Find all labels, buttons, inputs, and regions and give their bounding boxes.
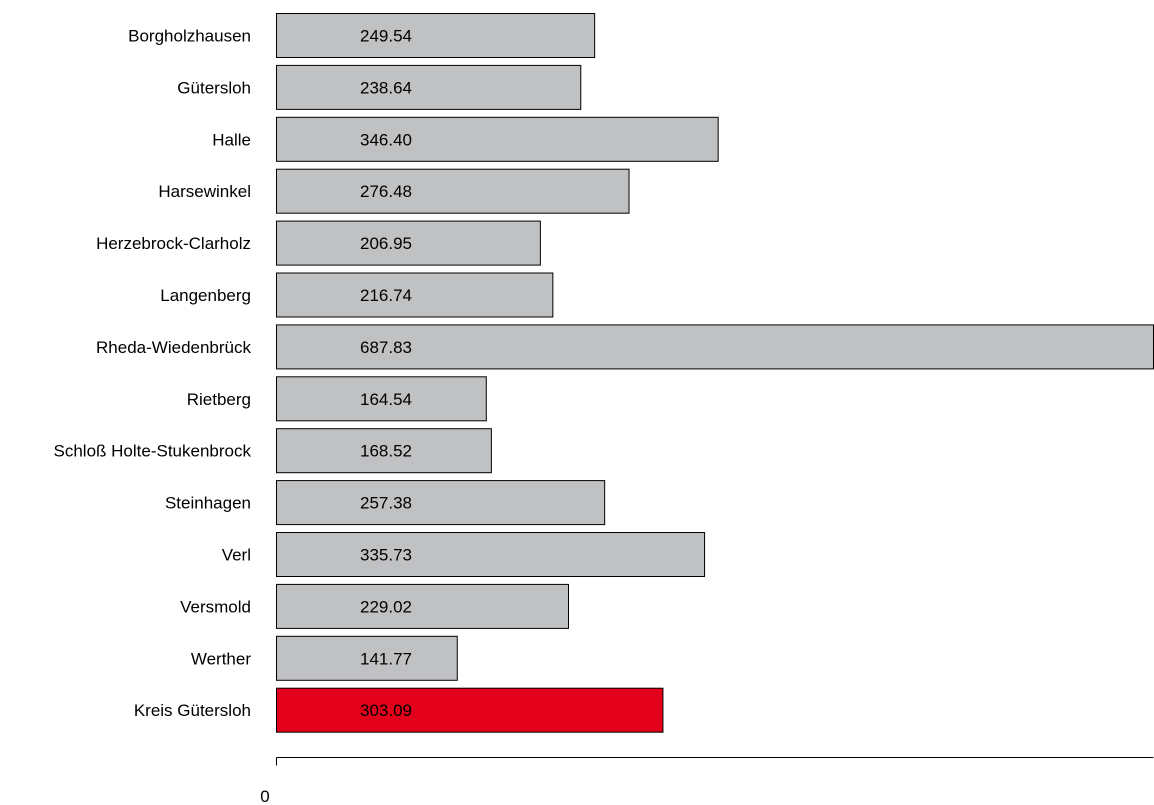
category-label: Werther [191,649,251,668]
value-label: 164.54 [360,390,412,409]
value-label: 229.02 [360,597,412,616]
value-label: 216.74 [360,286,412,305]
category-label: Borgholzhausen [128,27,251,46]
category-label: Herzebrock-Clarholz [96,234,251,253]
bar [276,64,582,110]
value-label: 257.38 [360,494,412,513]
value-label: 238.64 [360,78,412,97]
bar [276,272,554,318]
category-label: Kreis Gütersloh [134,701,251,720]
bar [276,480,606,526]
category-label: Schloß Holte-Stukenbrock [54,442,252,461]
category-label: Halle [212,130,251,149]
bar [276,532,706,577]
value-label: 141.77 [360,649,412,668]
category-label: Langenberg [160,286,251,305]
bar [276,324,1154,370]
bar [276,635,458,681]
value-label: 303.09 [360,701,412,720]
bar [276,687,664,733]
value-label: 276.48 [360,182,412,201]
value-label: 206.95 [360,234,412,253]
value-label: 687.83 [360,338,412,357]
value-label: 168.52 [360,442,412,461]
value-label: 249.54 [360,27,412,46]
value-label: 335.73 [360,546,412,565]
category-label: Verl [222,546,251,565]
category-label: Gütersloh [177,78,251,97]
category-label: Steinhagen [165,494,251,513]
bar [276,168,630,214]
bar [276,376,487,422]
category-label: Versmold [180,597,251,616]
bar [276,116,719,162]
bar [276,428,492,474]
x-tick-label: 0 [260,787,269,805]
bar [276,220,541,266]
bar [276,583,570,629]
category-label: Rietberg [187,390,251,409]
category-label: Harsewinkel [158,182,251,201]
bar [276,13,596,58]
bars-group: Borgholzhausen 249.54 Gütersloh 238.64 Halle… [54,13,1154,733]
x-axis: 0 [260,757,1154,805]
category-label: Rheda-Wiedenbrück [96,338,251,357]
value-label: 346.40 [360,130,412,149]
